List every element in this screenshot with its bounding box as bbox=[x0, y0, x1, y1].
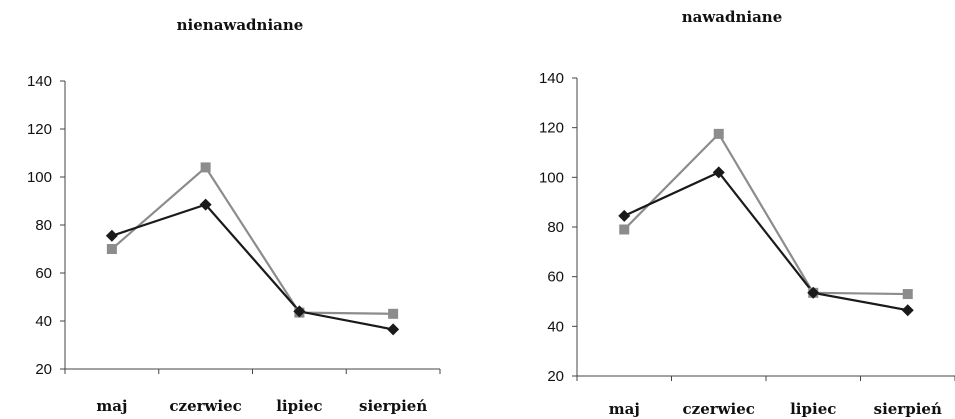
data-point-diamond bbox=[618, 209, 631, 222]
x-tick-label: czerwiec bbox=[683, 400, 755, 418]
x-tick-label: lipiec bbox=[276, 397, 322, 415]
data-point-diamond bbox=[105, 229, 118, 242]
y-tick-label: 140 bbox=[539, 70, 564, 87]
chart-title: nienawadniane bbox=[177, 16, 304, 34]
y-tick-label: 140 bbox=[27, 73, 52, 90]
x-tick-label: sierpień bbox=[359, 397, 427, 415]
x-tick-label: maj bbox=[96, 397, 127, 415]
y-tick-label: 60 bbox=[547, 269, 564, 286]
x-tick-label: lipiec bbox=[790, 400, 836, 418]
y-tick-label: 60 bbox=[35, 265, 52, 282]
chart-nawadniane: nawadniane 20 40 60 80 100 120 140 maj czerwiec l… bbox=[539, 8, 955, 418]
x-tick-label: sierpień bbox=[874, 400, 942, 418]
y-tick-label: 120 bbox=[539, 120, 564, 137]
chart-title: nawadniane bbox=[682, 8, 783, 26]
data-point-diamond bbox=[901, 304, 914, 317]
series-line-diamond bbox=[111, 203, 394, 331]
data-point-diamond bbox=[293, 305, 306, 318]
y-tick-label: 120 bbox=[27, 121, 52, 138]
data-point-diamond bbox=[387, 323, 400, 336]
series-line-diamond bbox=[623, 171, 908, 312]
data-point-square bbox=[713, 128, 724, 139]
series-line-square bbox=[623, 132, 908, 296]
data-point-square bbox=[902, 289, 913, 300]
y-tick-label: 20 bbox=[547, 368, 564, 385]
x-tick-label: maj bbox=[609, 400, 640, 418]
y-tick-label: 100 bbox=[27, 169, 52, 186]
data-point-diamond bbox=[199, 198, 212, 211]
y-tick-label: 100 bbox=[539, 169, 564, 186]
y-tick-label: 80 bbox=[35, 217, 52, 234]
x-tick-label: czerwiec bbox=[169, 397, 241, 415]
data-point-square bbox=[106, 244, 117, 254]
series-line-square bbox=[111, 165, 394, 315]
data-point-square bbox=[200, 162, 211, 173]
data-point-square bbox=[619, 224, 630, 235]
chart-nienawadniane: nienawadniane 20 40 60 80 100 120 140 maj czerwi… bbox=[27, 16, 441, 415]
y-tick-label: 40 bbox=[547, 318, 564, 335]
y-tick-label: 80 bbox=[547, 219, 564, 236]
y-tick-label: 20 bbox=[35, 361, 52, 378]
data-point-square bbox=[388, 308, 399, 319]
data-point-diamond bbox=[807, 286, 820, 299]
y-tick-label: 40 bbox=[35, 313, 52, 330]
data-point-diamond bbox=[712, 166, 725, 179]
